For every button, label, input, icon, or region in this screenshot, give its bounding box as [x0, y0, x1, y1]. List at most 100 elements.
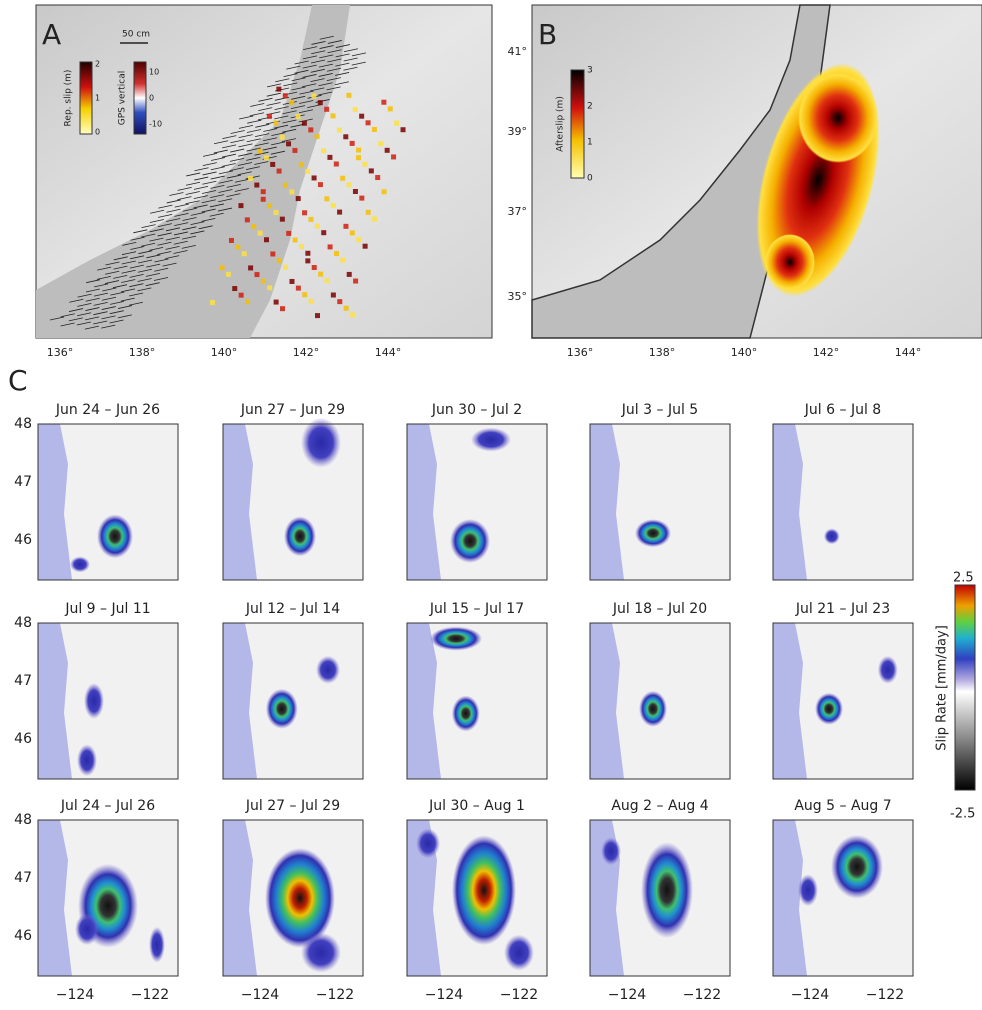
- gps-arrow: [274, 124, 289, 129]
- gps-arrow: [190, 230, 205, 235]
- slip-dot: [324, 196, 330, 202]
- colorbar-tick: 2: [95, 60, 100, 69]
- gps-arrow: [326, 77, 341, 81]
- gps-arrow: [246, 129, 262, 133]
- gps-arrow: [128, 301, 143, 306]
- slip-dot: [349, 140, 355, 146]
- gps-arrow: [327, 49, 342, 54]
- gps-arrow: [302, 64, 317, 69]
- gps-arrow: [258, 107, 273, 111]
- slip-dot: [359, 195, 365, 201]
- gps-arrow: [310, 59, 326, 64]
- gps-arrow: [117, 305, 133, 309]
- slip-dot: [305, 168, 311, 174]
- x-tick-label: 136°: [47, 346, 74, 359]
- gps-arrow: [174, 222, 189, 227]
- gps-arrow: [335, 53, 350, 58]
- frame-title: Jul 30 – Aug 1: [428, 798, 525, 814]
- gps-arrow: [185, 191, 200, 195]
- gps-arrow: [249, 112, 265, 117]
- colorbar-tick: -10: [149, 120, 162, 129]
- gps-arrow: [120, 288, 136, 293]
- slip-dot: [356, 147, 362, 153]
- colorbar-tick: 1: [587, 138, 593, 148]
- slip-patch: [831, 834, 883, 899]
- frame-border: [406, 622, 548, 780]
- gps-arrow: [343, 48, 358, 53]
- gps-arrow: [84, 325, 99, 330]
- gps-arrow: [121, 269, 136, 274]
- slip-dot: [283, 264, 289, 270]
- gps-arrow: [96, 276, 111, 280]
- slip-dot: [343, 134, 349, 140]
- frame-title: Jun 27 – Jun 29: [240, 402, 345, 418]
- gps-arrow: [229, 167, 244, 172]
- slip-dot: [336, 127, 342, 133]
- y-tick-label: 35°: [508, 290, 528, 303]
- slip-dot: [356, 237, 362, 243]
- gps-arrow: [290, 105, 306, 109]
- gps-arrow: [275, 78, 290, 83]
- ocean: [38, 424, 72, 580]
- gps-arrow: [85, 288, 100, 293]
- slip-patch: [815, 692, 843, 725]
- colorbar-tick: 1: [95, 94, 100, 103]
- gps-arrow: [174, 203, 189, 208]
- slip-dot: [384, 147, 390, 153]
- gps-arrow: [130, 246, 145, 250]
- slip-dot: [302, 210, 308, 216]
- gps-arrow: [222, 135, 237, 140]
- ocean: [773, 820, 807, 976]
- gps-arrow: [210, 175, 225, 180]
- x-tick-label: 138°: [649, 346, 676, 359]
- slip-dot: [352, 107, 358, 113]
- gps-arrow: [281, 138, 297, 143]
- ocean: [38, 623, 72, 779]
- slip-dot: [245, 299, 251, 305]
- gps-arrow: [129, 255, 145, 260]
- slip-dot: [353, 278, 359, 284]
- slip-dot: [308, 298, 314, 304]
- x-tick-label: 144°: [895, 346, 922, 359]
- ocean: [223, 820, 257, 976]
- gps-arrows: [49, 35, 406, 330]
- gps-arrow: [218, 170, 234, 175]
- gps-arrow: [294, 60, 309, 65]
- slip-patch: [265, 688, 298, 729]
- slip-dot: [343, 223, 349, 229]
- slip-dot: [266, 113, 272, 119]
- ocean: [38, 820, 72, 976]
- slip-dot: [298, 244, 304, 250]
- slip-dot: [327, 154, 333, 160]
- slip-patch: [450, 519, 490, 563]
- gps-arrow: [76, 321, 91, 326]
- gps-arrow: [326, 86, 341, 91]
- gps-arrow: [69, 298, 84, 303]
- y-tick-label: 48: [14, 615, 32, 631]
- gps-arrow: [239, 115, 254, 120]
- frame-title: Jul 27 – Jul 29: [245, 798, 340, 814]
- gps-arrow: [221, 163, 236, 167]
- afterslip-area: [765, 234, 815, 290]
- gps-arrow: [130, 236, 145, 241]
- gps-arrow: [145, 282, 160, 287]
- slip-patch: [504, 934, 534, 971]
- slip-dot: [324, 278, 330, 284]
- gps-arrow: [154, 258, 169, 263]
- slip-dot: [286, 141, 292, 147]
- ocean: [407, 424, 441, 580]
- gps-arrow: [209, 212, 224, 217]
- gps-arrow: [113, 265, 128, 270]
- gps-arrow: [318, 63, 334, 68]
- gps-arrow: [351, 61, 366, 66]
- gps-arrow: [270, 150, 285, 155]
- x-tick-label: 144°: [375, 346, 402, 359]
- colorbar: [79, 61, 93, 135]
- gps-arrow: [129, 264, 144, 269]
- slip-dot: [263, 155, 269, 161]
- colorbar-tick: 0: [95, 128, 100, 137]
- x-tick-label: −124: [425, 987, 464, 1003]
- slip-dot: [292, 147, 298, 153]
- gps-arrow: [190, 211, 205, 216]
- gps-arrow: [102, 287, 117, 292]
